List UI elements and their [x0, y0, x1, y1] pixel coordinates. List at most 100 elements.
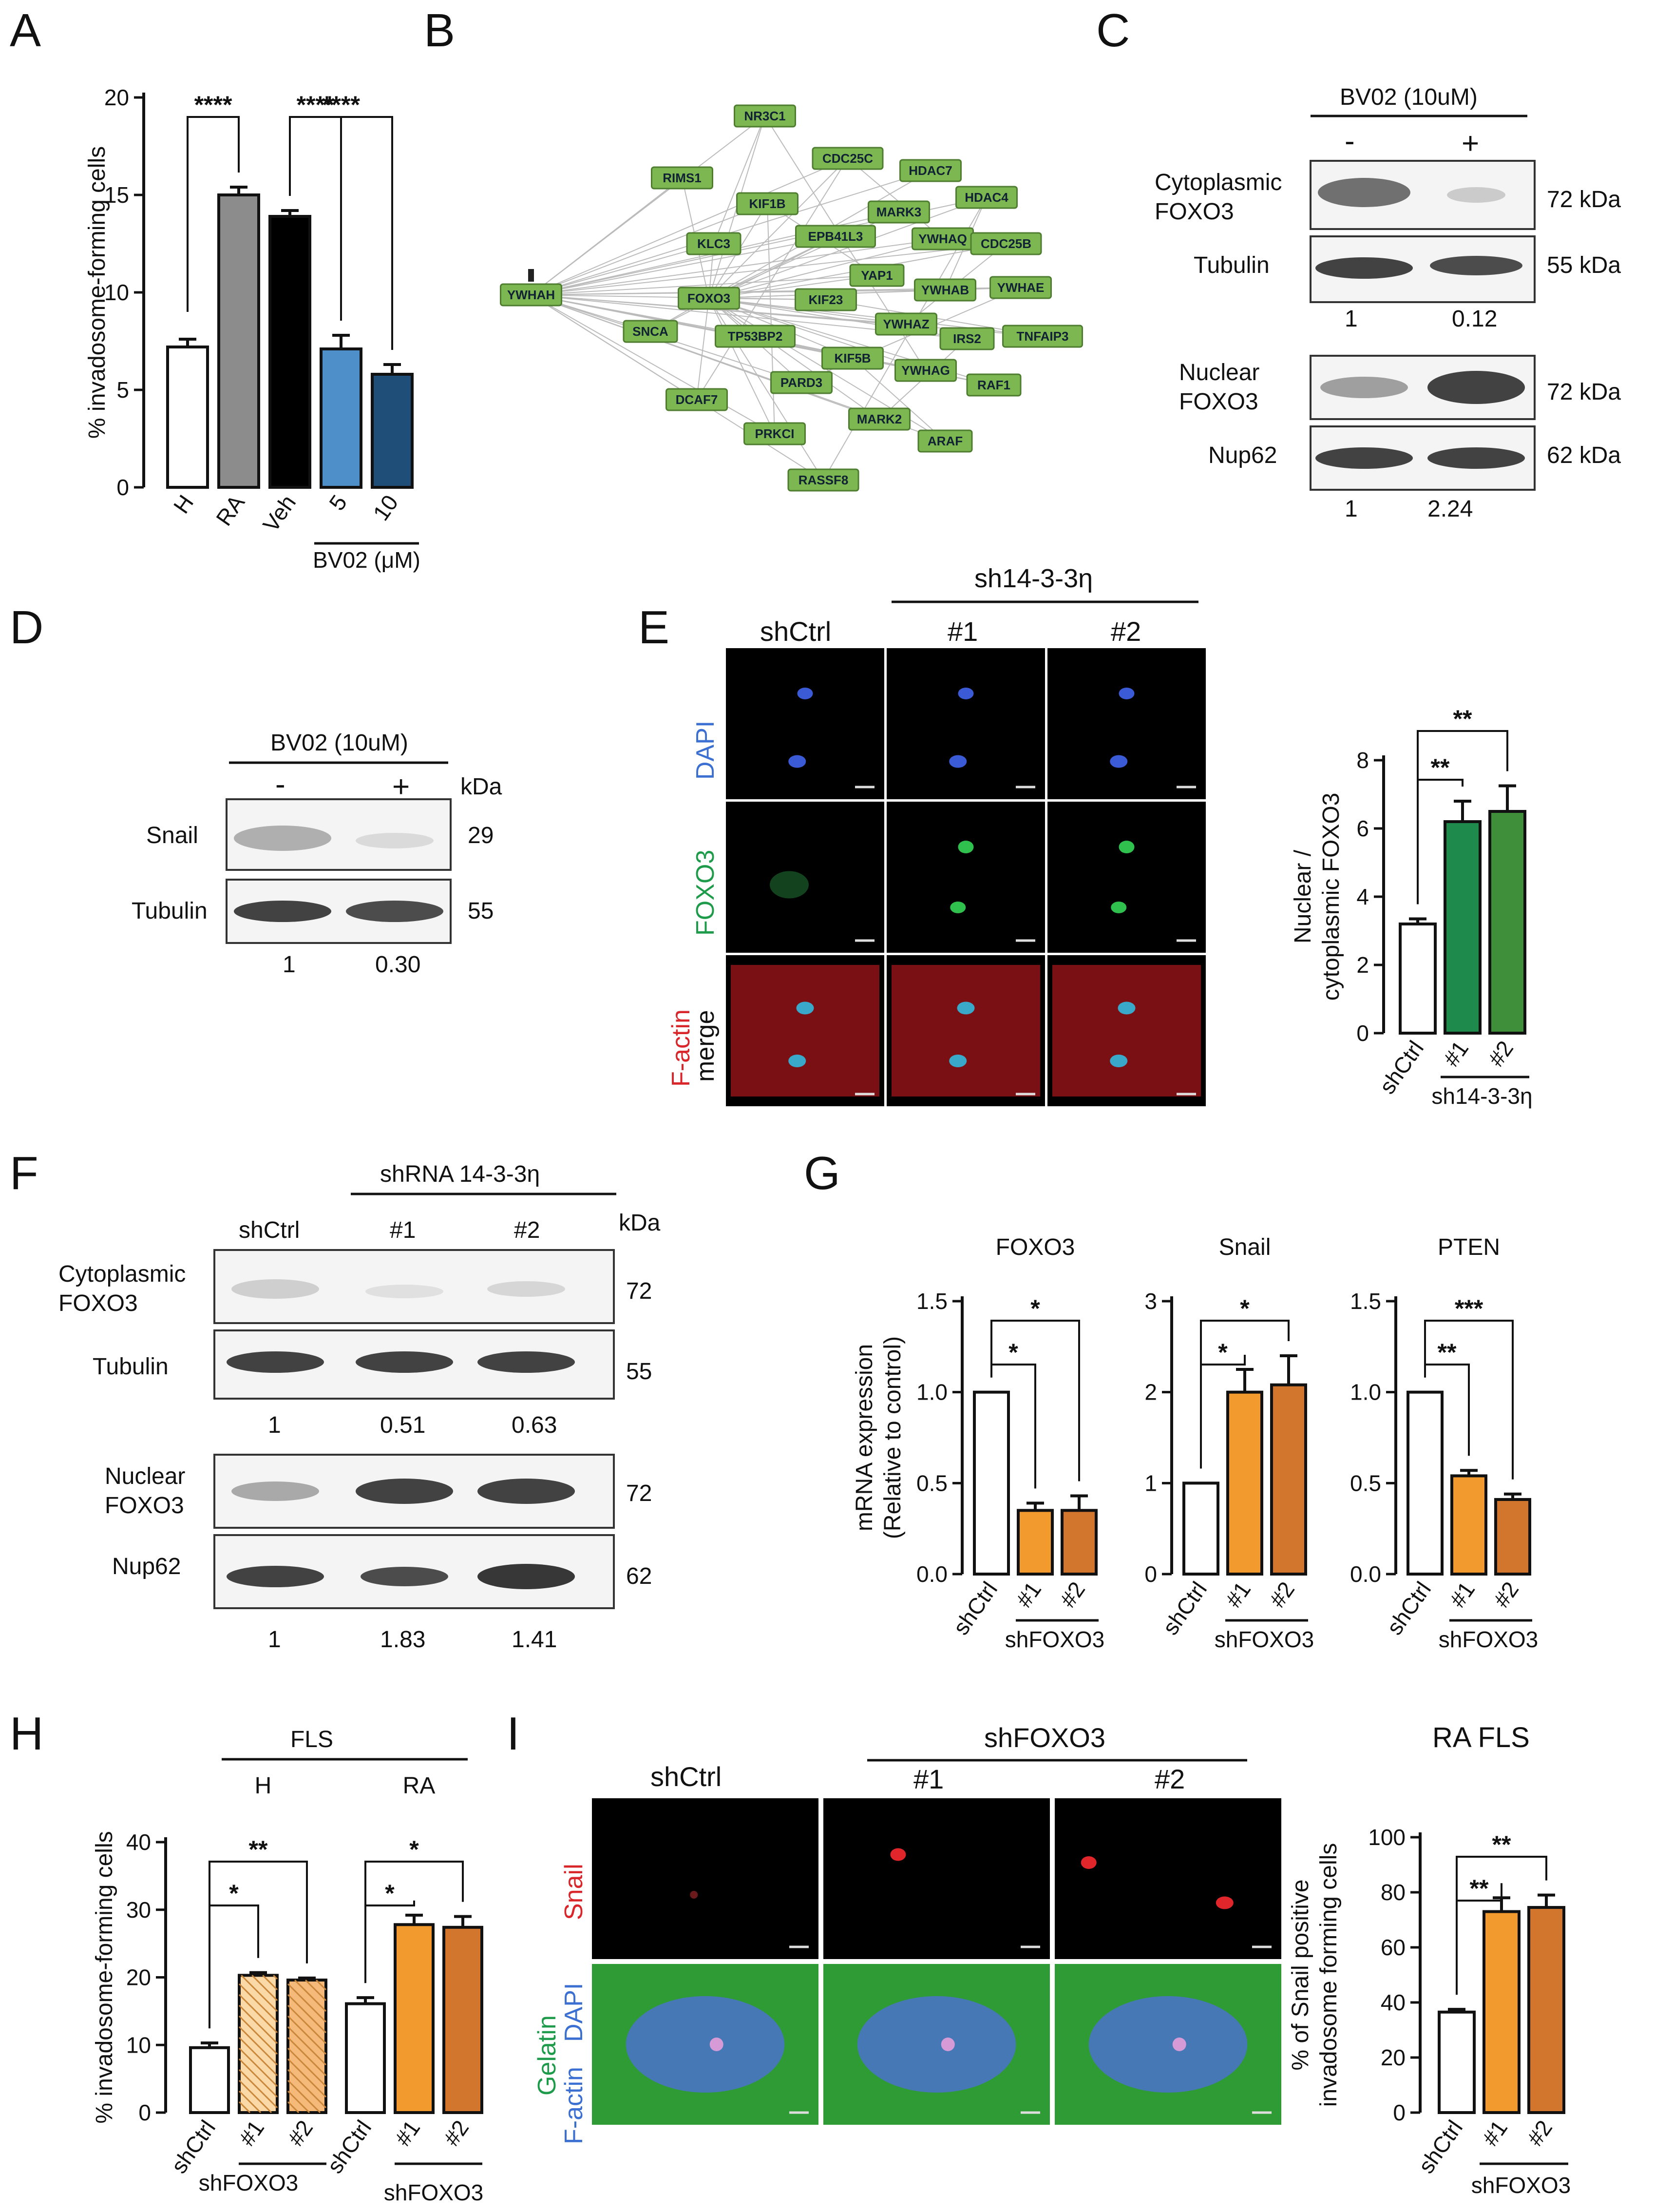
panel-h-subgroup-h: H — [255, 1773, 272, 1799]
panel-g-snail-category-label: #1 — [1220, 1577, 1255, 1612]
panel-f-col-shctrl: shCtrl — [239, 1217, 300, 1243]
panel-e-bar-chart: 0 2 4 6 8 Nuclear / cytoplasmic FOXO3 shCtrl #1 #… — [1290, 705, 1533, 1109]
panel-i-micrograph — [592, 1798, 818, 1959]
panel-h-bar-hatch — [238, 2026, 278, 2066]
network-node-box — [821, 346, 884, 370]
panel-e-group-label: sh14-3-3η — [1431, 1083, 1532, 1109]
panel-e-bar — [1399, 923, 1437, 1035]
panel-g-foxo3-category-label: shCtrl — [948, 1577, 1002, 1639]
network-node: KIF23 — [795, 288, 857, 311]
panel-e-nucleus — [1118, 1001, 1136, 1015]
panel-d-treatment: BV02 (10uM) — [270, 730, 408, 756]
panel-a-significance-label: **** — [322, 91, 360, 118]
panel-g-snail-bar — [1270, 1383, 1307, 1576]
panel-a-significance-bracket — [289, 116, 393, 350]
network-node: CDC25C — [812, 147, 884, 170]
panel-i-signal — [1216, 1896, 1234, 1909]
panel-g-chart-title: Snail — [1219, 1234, 1271, 1260]
panel-d-band-tubulin-lane1 — [234, 901, 331, 922]
panel-a-significance-bracket — [187, 116, 240, 312]
panel-h-bar-hatch — [262, 1975, 278, 1991]
panel-f-label-nup62: Nup62 — [112, 1554, 181, 1579]
panel-label-g: G — [804, 1147, 840, 1199]
panel-b-interaction-network: NR3C1 RIMS1 CDC25C HDAC7 KIF1B MARK3 HDAC4 KLC3… — [500, 104, 1083, 492]
network-node: PRKCI — [743, 422, 806, 445]
network-node-label: YAP1 — [861, 268, 893, 283]
panel-h-bar-hatch — [273, 1975, 278, 1980]
panel-i-group-header: shFOXO3 — [984, 1722, 1105, 1753]
panel-i-category-label: shCtrl — [1413, 2116, 1467, 2178]
network-edge — [531, 203, 768, 295]
network-node-label: DCAF7 — [676, 392, 718, 407]
panel-c-plus: + — [1462, 127, 1479, 160]
panel-f-band-tubulin-lane2 — [356, 1351, 453, 1373]
panel-c-band-cyto-lane1 — [1318, 178, 1410, 207]
network-node-label: EPB41L3 — [808, 229, 863, 244]
network-node-label: SNCA — [632, 324, 668, 339]
panel-f-group-header: shRNA 14-3-3η — [380, 1161, 540, 1187]
network-node: NR3C1 — [734, 104, 796, 128]
panel-a-y-tick-label: 0 — [116, 475, 129, 500]
network-node: YWHAG — [894, 359, 957, 382]
panel-g-foxo3-y-tick-label: 1.0 — [916, 1380, 948, 1405]
panel-f-label-cyto-foxo3: Cytoplasmic FOXO3 — [58, 1261, 186, 1316]
panel-e-row-factin: F-actin — [667, 1009, 695, 1087]
panel-g-pten-bar — [1450, 1474, 1487, 1576]
panel-a-y-tick-label: 5 — [116, 377, 129, 403]
panel-c-quant-bottom-1: 1 — [1345, 496, 1358, 522]
panel-h-category-label: #1 — [390, 2116, 425, 2151]
panel-g-snail-significance-label: * — [1218, 1339, 1228, 1366]
panel-i-actin — [1088, 1996, 1248, 2093]
panel-d-band-snail-lane1 — [234, 826, 331, 851]
panel-f-col-1: #1 — [390, 1217, 416, 1243]
panel-i-signal — [690, 1891, 698, 1899]
panel-e-nucleus — [957, 1001, 975, 1015]
panel-e-nucleus — [1110, 1055, 1128, 1067]
panel-g-group-label: shFOXO3 — [1005, 1627, 1105, 1652]
panel-h-category-label: shCtrl — [166, 2116, 220, 2178]
panel-g-foxo3-y-axis-label: (Relative to control) — [880, 1336, 906, 1539]
network-node-box — [770, 371, 833, 394]
panel-f-quant-top-2: 0.51 — [380, 1412, 425, 1438]
panel-h-bar-hatch — [287, 2047, 327, 2087]
panel-f-band-nuclear-lane2 — [356, 1479, 453, 1504]
network-edge — [708, 298, 880, 420]
network-node-box — [894, 359, 957, 382]
panel-h-bar — [394, 1923, 435, 2114]
panel-g-foxo3-category-label: #2 — [1055, 1577, 1090, 1612]
panel-d-minus: - — [275, 768, 285, 801]
panel-h-bar-hatch — [287, 2058, 327, 2098]
panel-c-kda-tubulin: 55 kDa — [1547, 252, 1621, 278]
network-hub-marker — [528, 269, 534, 282]
network-node-box — [848, 407, 911, 431]
network-node: TNFAIP3 — [1002, 325, 1083, 348]
network-node-label: YWHAB — [921, 283, 969, 297]
network-node-box — [849, 264, 905, 287]
network-node-label: ARAF — [928, 434, 963, 448]
panel-label-c: C — [1096, 4, 1130, 57]
network-node-label: YWHAQ — [918, 231, 967, 246]
panel-e-actin — [731, 965, 879, 1096]
panel-c-band-cyto-lane2 — [1447, 187, 1505, 203]
panel-g-snail-significance-bracket — [1200, 1320, 1290, 1469]
panel-g-foxo3-bar — [973, 1390, 1010, 1576]
network-node: YWHAH — [500, 283, 562, 307]
panel-g-snail-y-tick-label: 0 — [1144, 1561, 1157, 1587]
panel-i-y-axis-label: % of Snail positive — [1288, 1879, 1313, 2070]
panel-d-band-tubulin-lane2 — [346, 901, 443, 922]
network-node-label: CDC25B — [981, 236, 1031, 251]
panel-e-category-label: #2 — [1483, 1036, 1518, 1071]
panel-c-label-nup62: Nup62 — [1208, 442, 1277, 468]
panel-e-nucleus — [788, 1055, 806, 1067]
panel-g-pten-y-tick-label: 1.5 — [1350, 1289, 1381, 1314]
panel-e-col-2: #2 — [1111, 616, 1141, 647]
panel-g-foxo3-significance-label: * — [1008, 1339, 1018, 1366]
panel-h-significance-label: * — [229, 1880, 239, 1907]
panel-f-kda-header: kDa — [619, 1210, 661, 1236]
panel-i-actin — [626, 1996, 785, 2093]
panel-c-quant-bottom-2: 2.24 — [1427, 496, 1473, 522]
panel-i-bar — [1527, 1906, 1565, 2114]
panel-h-significance-bracket — [209, 1861, 308, 2029]
panel-e-row-merge: merge — [691, 1010, 720, 1082]
network-node-label: KIF5B — [834, 351, 871, 365]
